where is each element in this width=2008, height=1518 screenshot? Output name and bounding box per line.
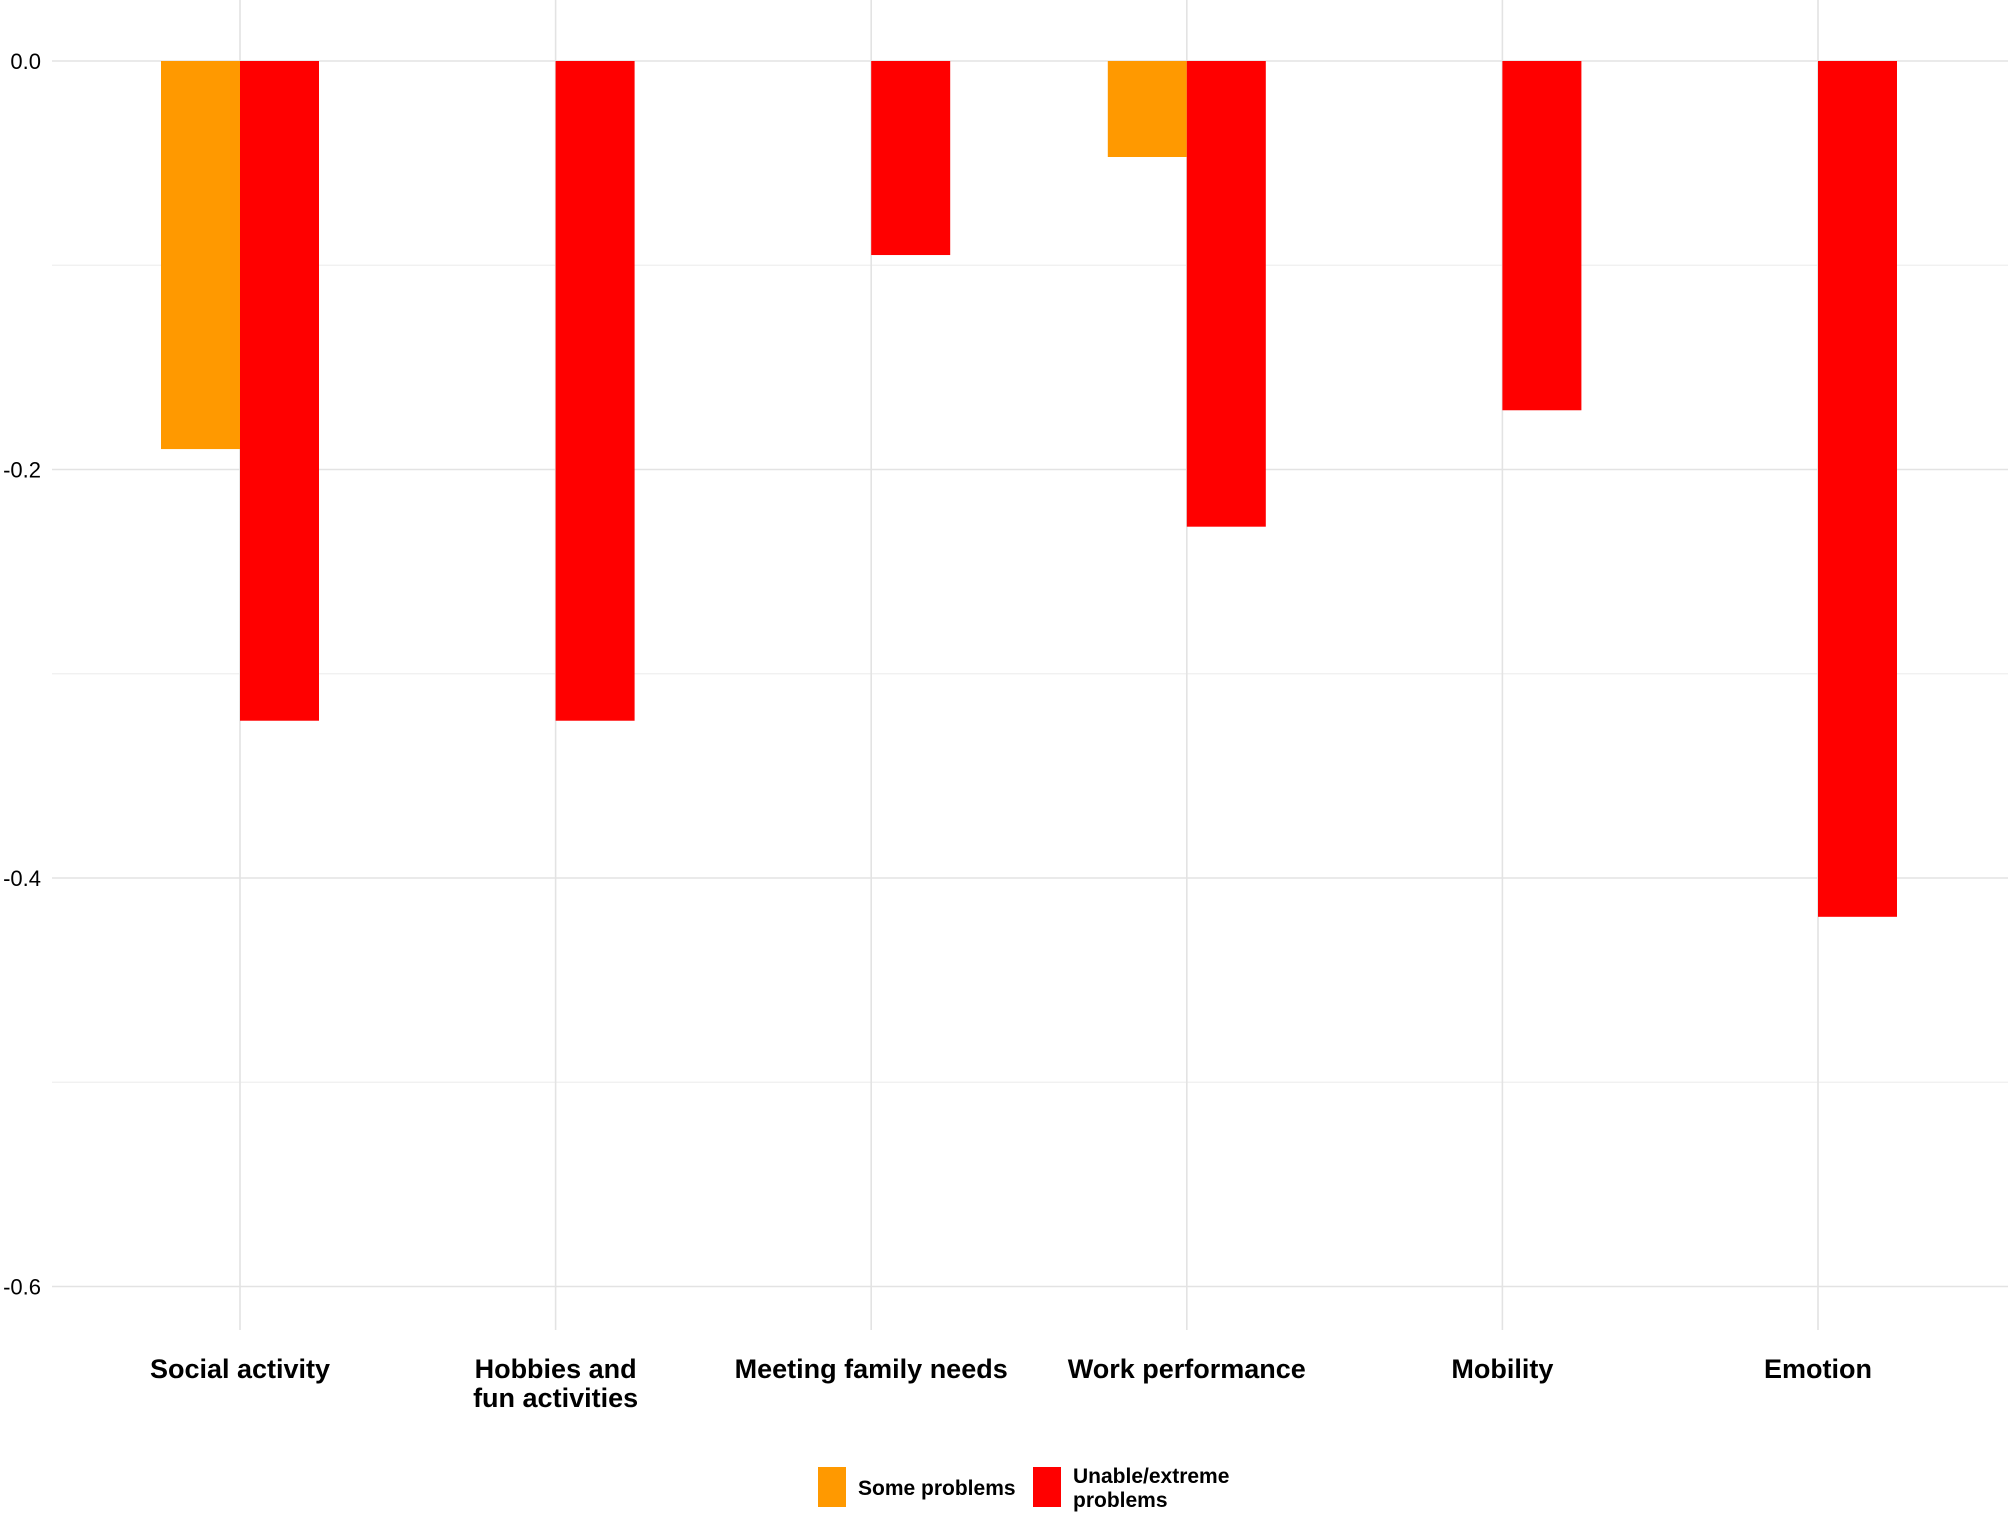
- y-tick-label: 0.0: [10, 49, 41, 74]
- y-axis-tick-labels: 0.0 -0.2 -0.4 -0.6: [3, 49, 41, 1300]
- y-tick-label: -0.4: [3, 866, 41, 891]
- x-tick-label: Meeting family needs: [735, 1354, 1008, 1384]
- bars: [161, 61, 1897, 917]
- bar-unable-extreme-problems: [555, 61, 635, 721]
- x-tick-label: Social activity: [150, 1354, 330, 1384]
- y-tick-label: -0.2: [3, 458, 41, 483]
- legend-swatch: [818, 1467, 846, 1507]
- bar-unable-extreme-problems: [1502, 61, 1582, 411]
- x-tick-label: Work performance: [1068, 1354, 1306, 1384]
- grid-lines: [52, 0, 2008, 1330]
- legend-label: Some problems: [858, 1477, 1016, 1500]
- bar-some-problems: [1107, 61, 1187, 157]
- legend-label: Unable/extreme: [1073, 1465, 1229, 1488]
- x-tick-label: Hobbies and: [475, 1354, 637, 1384]
- legend-label: problems: [1073, 1489, 1168, 1512]
- bar-unable-extreme-problems: [1818, 61, 1897, 917]
- bar-unable-extreme-problems: [240, 61, 319, 721]
- legend-swatch: [1033, 1467, 1061, 1507]
- bar-unable-extreme-problems: [1186, 61, 1266, 527]
- x-tick-label: Emotion: [1764, 1354, 1872, 1384]
- y-tick-label: -0.6: [3, 1275, 41, 1300]
- bar-some-problems: [161, 61, 240, 450]
- x-tick-label: fun activities: [473, 1383, 638, 1413]
- x-tick-label: Mobility: [1451, 1354, 1553, 1384]
- bar-unable-extreme-problems: [871, 61, 951, 256]
